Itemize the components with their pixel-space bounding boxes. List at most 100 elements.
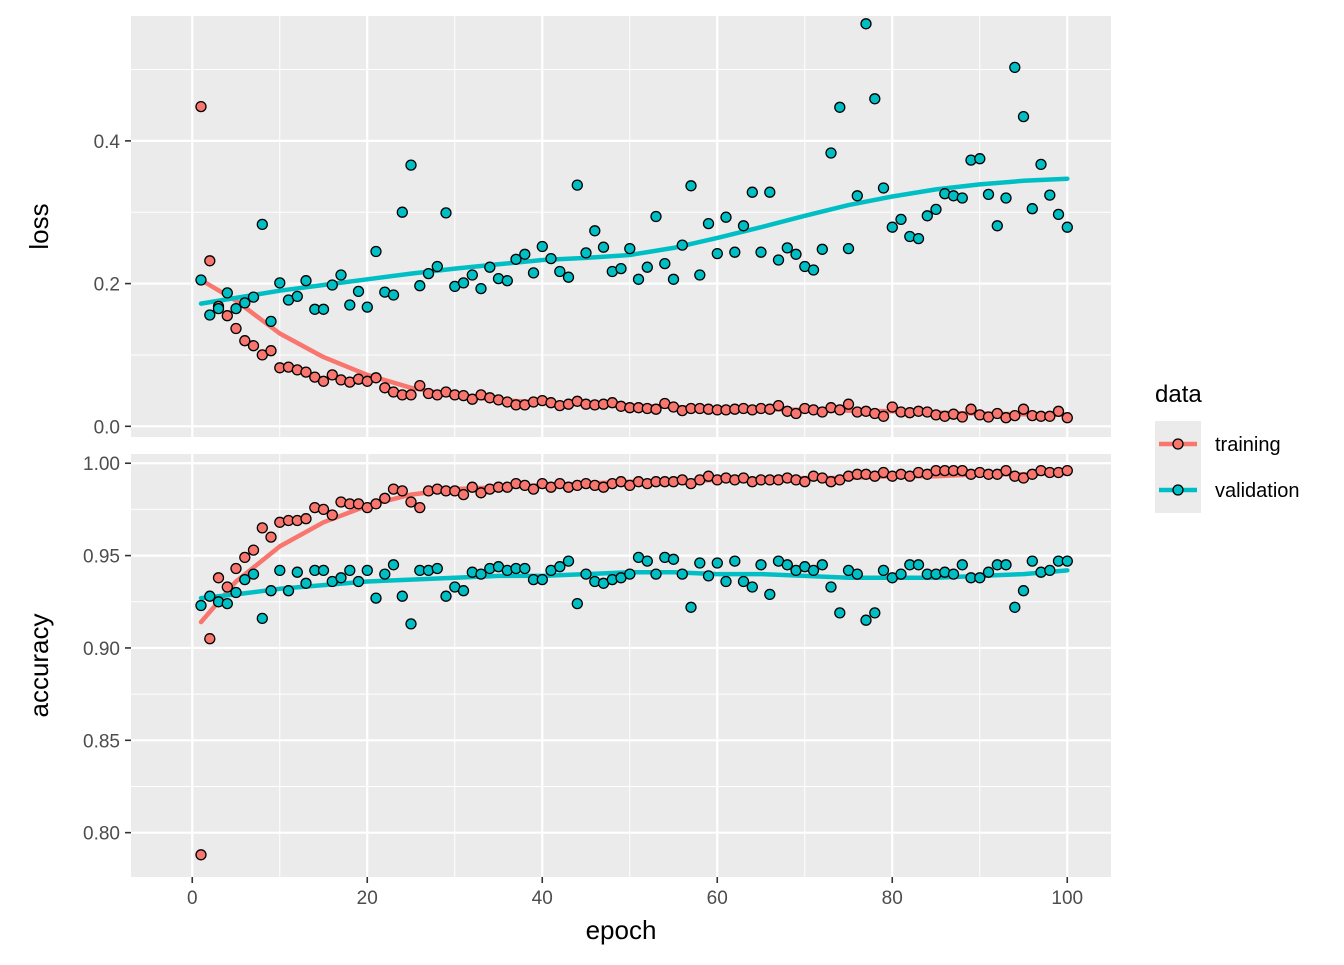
y-tick-label: 0.80: [83, 824, 120, 845]
data-point-validation: [974, 572, 986, 584]
data-point-validation: [685, 601, 697, 613]
y-tick-label: 0.2: [94, 275, 120, 296]
data-point-validation: [991, 220, 1003, 232]
data-point-validation: [676, 568, 688, 580]
data-point-validation: [1017, 110, 1030, 123]
data-point-validation: [720, 575, 732, 588]
data-point-training: [230, 562, 242, 575]
data-point-validation: [239, 573, 251, 586]
data-point-validation: [921, 210, 933, 222]
data-point-training: [886, 401, 898, 413]
data-point-validation: [562, 271, 575, 283]
data-point-validation: [405, 618, 417, 630]
data-point-training: [300, 513, 312, 525]
data-point-validation: [396, 590, 408, 602]
data-point-training: [195, 849, 207, 861]
data-point-validation: [851, 568, 863, 580]
x-axis: 0 20 40 60 80 100: [187, 877, 1083, 909]
panel-background: [131, 16, 1111, 437]
data-point-validation: [1035, 158, 1047, 171]
data-point-validation: [247, 568, 260, 580]
panel-accuracy: 0.80 0.85 0.90 0.95 1.00 accuracy: [24, 454, 1111, 877]
data-point-training: [326, 509, 338, 521]
data-point-validation: [825, 581, 837, 593]
data-point-validation: [729, 555, 741, 567]
data-point-validation: [720, 211, 732, 223]
data-point-validation: [344, 564, 356, 577]
data-point-validation: [326, 279, 338, 291]
data-point-validation: [615, 262, 627, 275]
data-point-training: [300, 366, 312, 378]
data-point-validation: [545, 252, 557, 265]
data-point-validation: [912, 232, 925, 245]
data-point-training: [212, 572, 225, 584]
data-point-validation: [702, 570, 715, 582]
data-point-validation: [746, 186, 758, 198]
data-point-validation: [729, 246, 741, 258]
data-point-validation: [834, 607, 846, 619]
data-point-validation: [860, 18, 872, 30]
data-point-validation: [1009, 601, 1021, 613]
data-point-validation: [396, 206, 408, 218]
data-point-training: [221, 310, 233, 322]
y-tick-label: 0.4: [94, 132, 121, 153]
data-point-validation: [440, 207, 452, 219]
data-point-validation: [291, 290, 303, 303]
x-tick-label: 0: [187, 888, 198, 909]
y-tick-label: 0.90: [83, 639, 120, 660]
data-point-validation: [807, 564, 820, 577]
data-point-validation: [1044, 564, 1056, 577]
y-axis-label-accuracy: accuracy: [24, 613, 54, 717]
data-point-validation: [764, 588, 776, 601]
data-point-validation: [930, 203, 942, 216]
data-point-validation: [352, 575, 365, 588]
data-point-validation: [274, 277, 286, 289]
data-point-training: [379, 492, 391, 504]
data-point-validation: [361, 564, 373, 577]
data-point-validation: [230, 586, 242, 599]
data-point-validation: [1009, 61, 1021, 74]
data-point-training: [405, 389, 417, 401]
data-point-validation: [667, 553, 680, 565]
data-point-validation: [947, 568, 960, 580]
data-point-training: [247, 544, 260, 556]
data-point-validation: [580, 247, 592, 259]
data-point-validation: [361, 301, 373, 313]
data-point-validation: [414, 280, 426, 292]
data-point-training: [816, 406, 828, 418]
data-point-validation: [554, 561, 566, 573]
data-point-validation: [650, 568, 662, 580]
data-point-validation: [781, 559, 793, 571]
data-point-training: [965, 403, 977, 415]
data-point-training: [414, 379, 426, 392]
data-point-training: [370, 372, 382, 384]
data-point-training: [1052, 405, 1065, 417]
data-point-validation: [484, 261, 496, 273]
data-point-training: [842, 398, 855, 410]
data-point-validation: [554, 265, 566, 278]
data-point-validation: [737, 220, 750, 232]
legend-item-training: training: [1155, 421, 1281, 467]
data-point-validation: [755, 246, 767, 258]
data-point-validation: [755, 559, 767, 571]
data-point-validation: [195, 274, 207, 286]
data-point-training: [834, 404, 846, 416]
data-point-validation: [291, 566, 303, 578]
data-point-validation: [317, 564, 330, 577]
data-point-validation: [676, 239, 688, 251]
legend: data training validation: [1155, 381, 1300, 513]
data-point-validation: [274, 564, 286, 577]
data-point-validation: [834, 101, 846, 113]
legend-title: data: [1155, 381, 1202, 408]
data-point-validation: [571, 597, 583, 610]
data-point-training: [326, 369, 338, 381]
panels-layer: 0.0 0.2 0.4 loss 0.80 0.85 0.90 0.95 1.00 accurac…: [24, 16, 1111, 909]
x-tick-label: 100: [1051, 888, 1083, 909]
data-point-validation: [379, 568, 391, 580]
data-point-validation: [475, 282, 487, 295]
data-point-validation: [624, 568, 636, 580]
legend-keys: training validation: [1155, 421, 1300, 513]
data-point-validation: [807, 264, 820, 276]
data-point-validation: [597, 241, 610, 253]
